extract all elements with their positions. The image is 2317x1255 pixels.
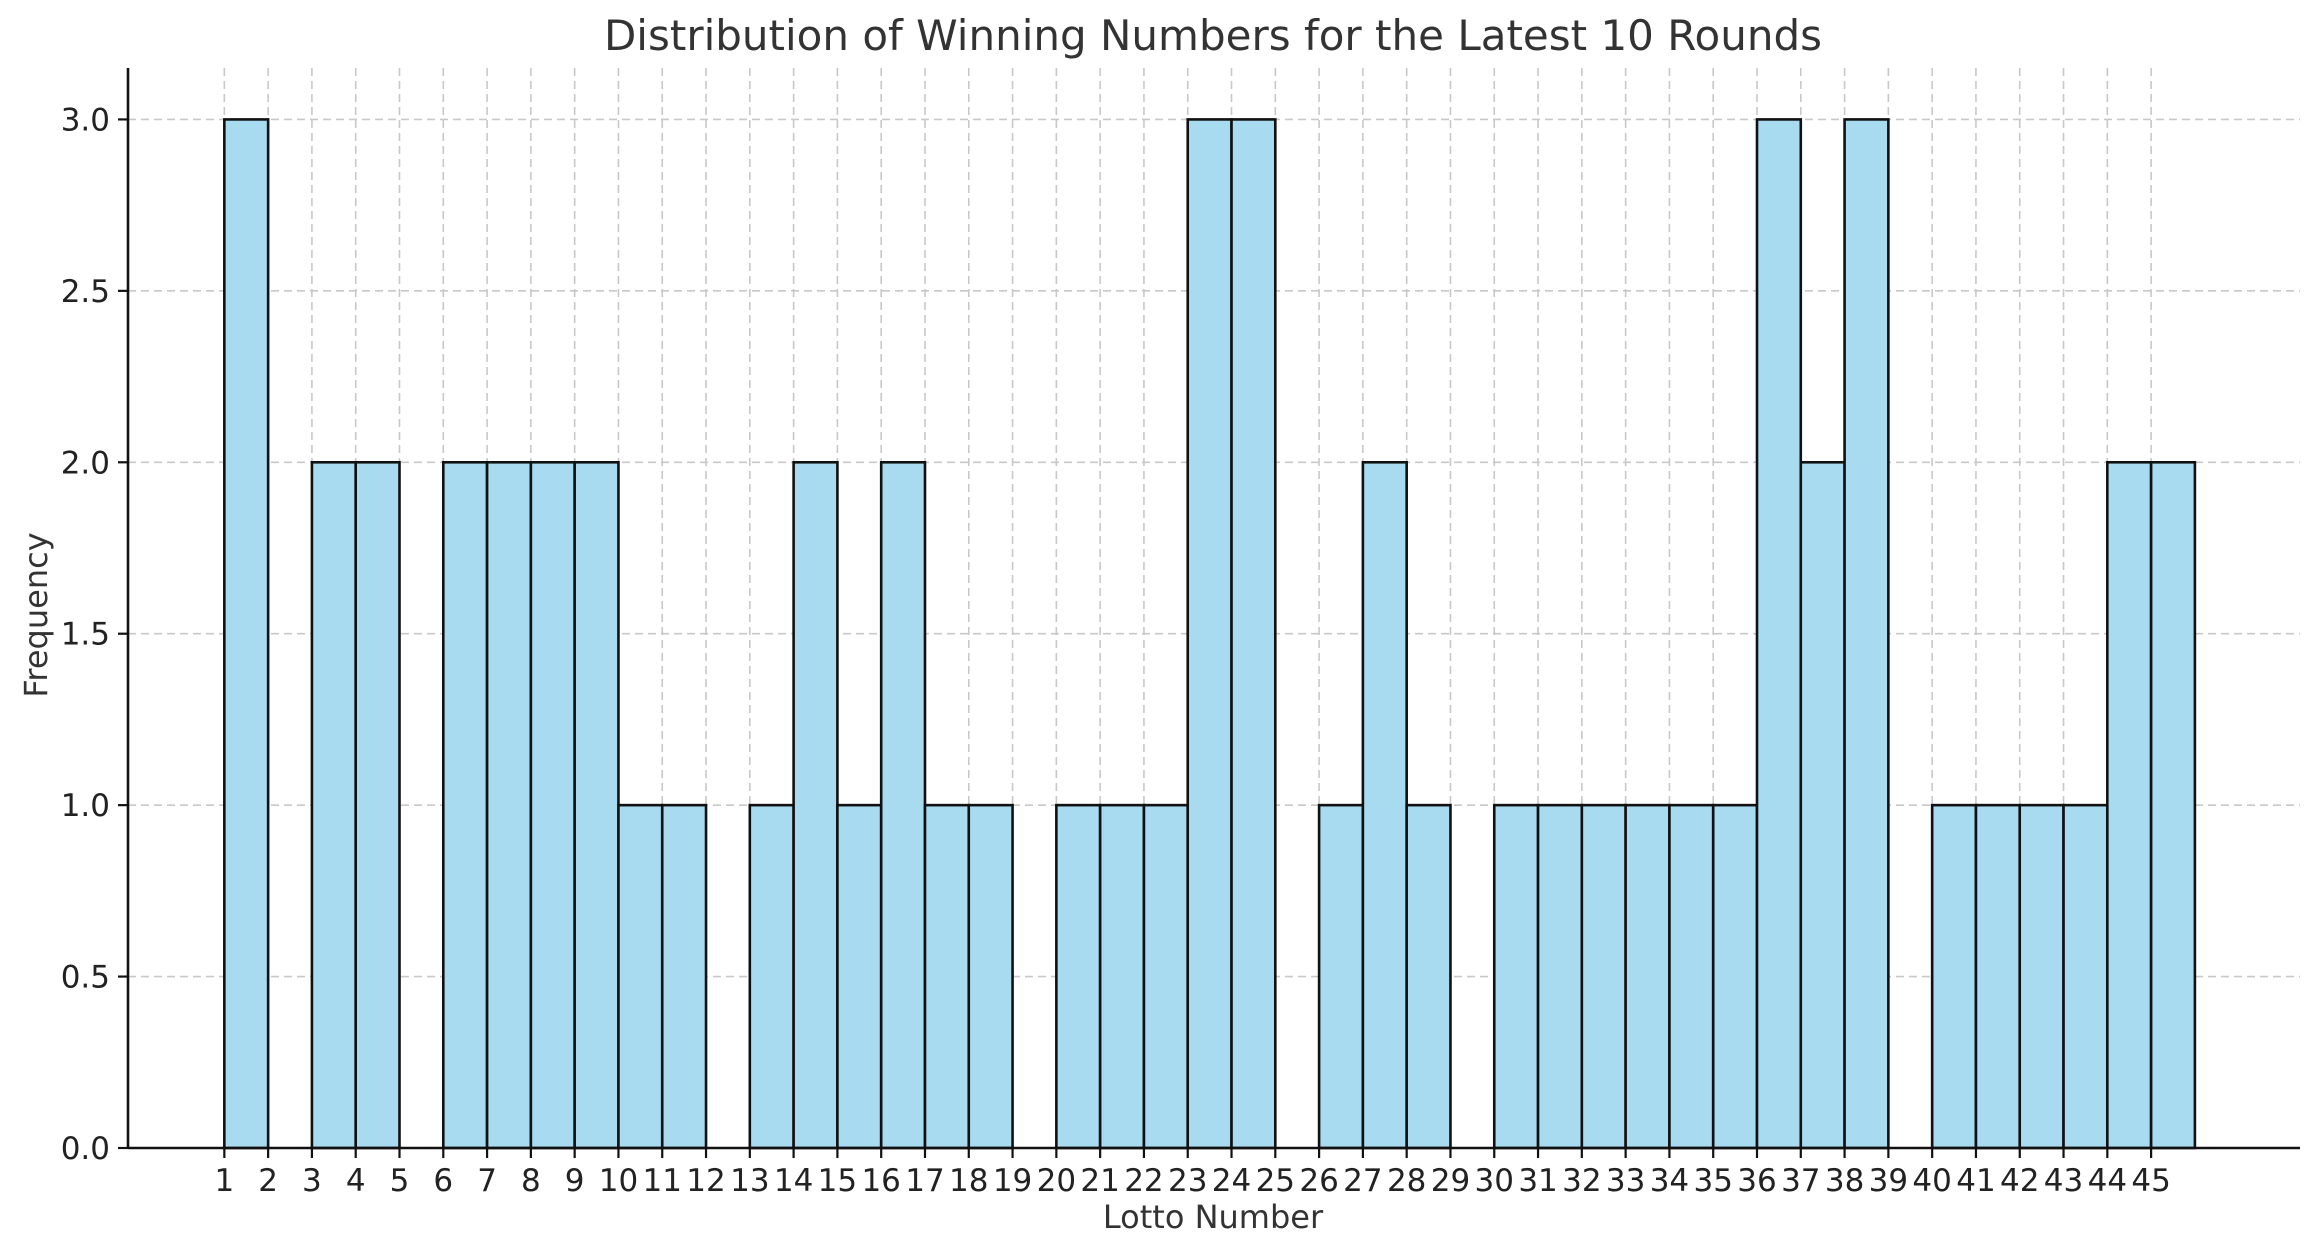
axes (126, 68, 2300, 1150)
x-tick-label: 40 (1912, 1163, 1951, 1199)
x-tick-label: 8 (521, 1163, 541, 1199)
x-tick-label: 41 (1956, 1163, 1995, 1199)
x-tick-label: 4 (346, 1163, 366, 1199)
x-ticks: 1 2 3 4 5 6 7 8 9 10 11 12 13 14 15 16 17 18 19 20 21 22 23 24 2… (214, 1148, 2171, 1199)
x-tick-label: 2 (258, 1163, 278, 1199)
bar-13 (748, 803, 795, 1150)
y-tick-label: 0.0 (61, 1131, 110, 1167)
bar-4 (354, 460, 401, 1150)
x-tick-label: 7 (477, 1163, 497, 1199)
x-tick-label: 39 (1869, 1163, 1908, 1199)
x-tick-label: 15 (818, 1163, 857, 1199)
x-tick-label: 14 (774, 1163, 813, 1199)
bar-43 (2062, 803, 2109, 1150)
y-axis-label: Frequency (17, 532, 55, 697)
x-tick-label: 32 (1562, 1163, 1601, 1199)
x-tick-label: 21 (1080, 1163, 1119, 1199)
bar-37 (1799, 460, 1846, 1150)
x-tick-label: 10 (599, 1163, 638, 1199)
bar-27 (1361, 460, 1408, 1150)
x-tick-label: 23 (1168, 1163, 1207, 1199)
x-tick-label: 19 (993, 1163, 1032, 1199)
x-tick-label: 33 (1606, 1163, 1645, 1199)
bar-18 (967, 803, 1014, 1150)
x-tick-label: 45 (2131, 1163, 2170, 1199)
bar-8 (529, 460, 576, 1150)
bar-23 (1186, 118, 1233, 1150)
x-axis-label: Lotto Number (1103, 1198, 1324, 1236)
x-tick-label: 36 (1737, 1163, 1776, 1199)
bar-6 (441, 460, 489, 1150)
x-tick-label: 25 (1256, 1163, 1295, 1199)
x-tick-label: 44 (2088, 1163, 2127, 1199)
y-tick-label: 2.5 (61, 274, 110, 310)
bar-21 (1098, 803, 1146, 1150)
chart-title: Distribution of Winning Numbers for the … (604, 11, 1822, 60)
x-tick-label: 22 (1124, 1163, 1163, 1199)
bar-33 (1624, 803, 1671, 1150)
x-tick-label: 26 (1299, 1163, 1338, 1199)
bar-3 (310, 460, 358, 1150)
x-tick-label: 38 (1825, 1163, 1864, 1199)
x-tick-label: 29 (1431, 1163, 1470, 1199)
bar-45 (2149, 460, 2197, 1150)
x-tick-label: 13 (730, 1163, 769, 1199)
y-tick-label: 3.0 (61, 102, 110, 138)
bar-10 (617, 803, 664, 1150)
x-tick-label: 17 (905, 1163, 944, 1199)
x-tick-label: 11 (643, 1163, 682, 1199)
y-tick-label: 1.0 (61, 788, 110, 824)
bar-11 (660, 803, 708, 1150)
bar-31 (1536, 803, 1584, 1150)
x-tick-label: 5 (390, 1163, 410, 1199)
bar-44 (2106, 460, 2153, 1150)
x-tick-label: 30 (1475, 1163, 1514, 1199)
bar-20 (1055, 803, 1102, 1150)
bar-32 (1580, 803, 1627, 1150)
bar-36 (1755, 118, 1803, 1150)
x-tick-label: 28 (1387, 1163, 1426, 1199)
bar-34 (1668, 803, 1715, 1150)
x-tick-label: 42 (2000, 1163, 2039, 1199)
x-tick-label: 1 (214, 1163, 234, 1199)
bar-1 (223, 118, 270, 1150)
y-tick-label: 2.0 (61, 445, 110, 481)
bar-22 (1142, 803, 1190, 1150)
bar-30 (1492, 803, 1540, 1150)
x-tick-label: 6 (433, 1163, 453, 1199)
bar-9 (573, 460, 620, 1150)
x-tick-label: 31 (1518, 1163, 1557, 1199)
bar-28 (1405, 803, 1452, 1150)
x-tick-label: 20 (1037, 1163, 1076, 1199)
x-tick-label: 35 (1693, 1163, 1732, 1199)
x-tick-label: 3 (302, 1163, 322, 1199)
x-tick-label: 24 (1212, 1163, 1251, 1199)
y-ticks: 0.0 0.5 1.0 1.5 2.0 2.5 3.0 (61, 102, 128, 1167)
bar-7 (485, 460, 533, 1150)
bar-38 (1843, 118, 1890, 1150)
bar-42 (2018, 803, 2065, 1150)
bar-35 (1711, 803, 1759, 1150)
bar-41 (1974, 803, 2022, 1150)
x-tick-label: 27 (1343, 1163, 1382, 1199)
bar-14 (792, 460, 839, 1150)
x-tick-label: 37 (1781, 1163, 1820, 1199)
bar-16 (879, 460, 927, 1150)
x-tick-label: 16 (861, 1163, 900, 1199)
bars (223, 118, 2197, 1150)
bar-17 (923, 803, 971, 1150)
y-tick-label: 1.5 (61, 617, 110, 653)
x-tick-label: 43 (2044, 1163, 2083, 1199)
x-tick-label: 9 (565, 1163, 585, 1199)
bar-26 (1317, 803, 1365, 1150)
x-tick-label: 12 (686, 1163, 725, 1199)
y-tick-label: 0.5 (61, 960, 110, 996)
bar-40 (1930, 803, 1978, 1150)
bar-24 (1230, 118, 1277, 1150)
x-tick-label: 18 (949, 1163, 988, 1199)
bar-15 (836, 803, 883, 1150)
x-tick-label: 34 (1650, 1163, 1689, 1199)
